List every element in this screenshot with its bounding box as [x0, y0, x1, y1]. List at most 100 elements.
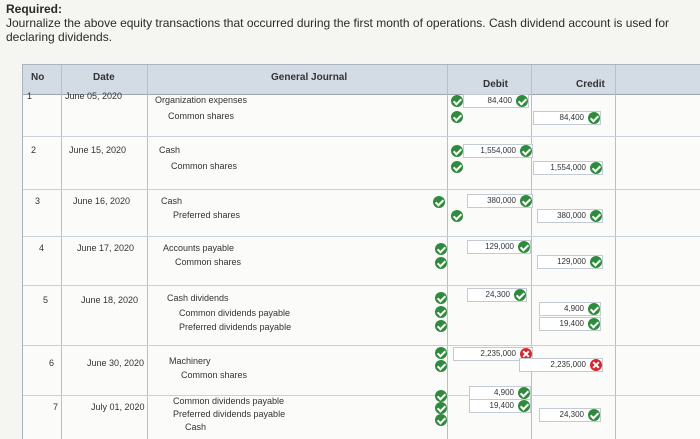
required-heading: Required: — [6, 2, 63, 16]
column-divider — [61, 65, 62, 439]
check-icon — [435, 292, 447, 304]
check-icon — [514, 289, 526, 301]
account-line[interactable]: Accounts payable — [163, 243, 235, 253]
debit-field[interactable]: 84,400 — [463, 94, 529, 108]
row-number: 4 — [39, 243, 45, 253]
account-line[interactable]: Common dividends payable — [179, 308, 291, 318]
account-line[interactable]: Common shares — [175, 257, 242, 267]
check-icon — [516, 95, 528, 107]
check-icon — [435, 320, 447, 332]
credit-field[interactable]: 380,000 — [537, 209, 603, 223]
column-divider — [147, 65, 148, 439]
journal-row-5: 5 June 18, 2020 Cash dividends Common di… — [23, 286, 700, 346]
account-line[interactable]: Organization expenses — [155, 95, 248, 105]
debit-field[interactable]: 2,235,000 — [453, 347, 533, 361]
credit-field[interactable]: 24,300 — [539, 408, 601, 422]
check-icon — [435, 360, 447, 372]
credit-field[interactable]: 4,900 — [539, 302, 601, 316]
row-date: June 18, 2020 — [81, 295, 139, 305]
credit-field[interactable]: 2,235,000 — [519, 358, 603, 372]
check-icon — [520, 145, 532, 157]
check-icon — [518, 400, 530, 412]
credit-field[interactable]: 19,400 — [539, 317, 601, 331]
account-line[interactable]: Preferred dividends payable — [179, 322, 292, 332]
journal-row-2: 2 June 15, 2020 Cash Common shares 1,554… — [23, 137, 700, 190]
check-icon — [518, 387, 530, 399]
column-divider — [531, 65, 532, 439]
check-icon — [435, 347, 447, 359]
debit-field[interactable]: 19,400 — [469, 399, 531, 413]
journal-row-6: 6 June 30, 2020 Machinery Common shares … — [23, 346, 700, 396]
check-icon — [520, 195, 532, 207]
debit-field[interactable]: 4,900 — [469, 386, 531, 400]
check-icon — [590, 162, 602, 174]
check-icon — [451, 145, 463, 157]
account-line[interactable]: Cash dividends — [167, 293, 229, 303]
column-divider — [615, 65, 616, 439]
row-date: June 16, 2020 — [73, 196, 131, 206]
account-line[interactable]: Common dividends payable — [173, 396, 285, 406]
journal-row-1: 1 June 05, 2020 Organization expenses Co… — [23, 85, 700, 137]
check-icon — [433, 196, 445, 208]
check-icon — [588, 112, 600, 124]
header-general-journal: General Journal — [271, 72, 348, 83]
row-date: July 01, 2020 — [91, 402, 145, 412]
check-icon — [518, 241, 530, 253]
row-date: June 17, 2020 — [77, 243, 135, 253]
check-icon — [435, 414, 447, 426]
check-icon — [451, 161, 463, 173]
row-number: 7 — [53, 402, 59, 412]
account-line[interactable]: Preferred shares — [173, 210, 241, 220]
general-journal-table: No Date General Journal Debit Credit 1 J… — [22, 64, 700, 439]
check-icon — [435, 402, 447, 414]
debit-field[interactable]: 1,554,000 — [463, 144, 533, 158]
row-number: 6 — [49, 358, 55, 368]
check-icon — [588, 303, 600, 315]
account-line[interactable]: Cash — [159, 145, 181, 155]
credit-field[interactable]: 1,554,000 — [533, 161, 603, 175]
row-date: June 05, 2020 — [65, 91, 123, 101]
row-number: 5 — [43, 295, 49, 305]
debit-field[interactable]: 129,000 — [467, 240, 531, 254]
account-line[interactable]: Common shares — [168, 111, 235, 121]
credit-field[interactable]: 129,000 — [537, 255, 603, 269]
check-icon — [590, 256, 602, 268]
check-icon — [590, 210, 602, 222]
journal-row-3: 3 June 16, 2020 Cash Preferred shares 38… — [23, 190, 700, 237]
account-line[interactable]: Cash — [185, 422, 207, 432]
account-line[interactable]: Cash — [161, 196, 183, 206]
required-instruction: Journalize the above equity transactions… — [6, 16, 670, 44]
account-line[interactable]: Common shares — [171, 161, 238, 171]
journal-row-7: 7 July 01, 2020 Common dividends payable… — [23, 386, 700, 439]
check-icon — [435, 390, 447, 402]
check-icon — [451, 95, 463, 107]
header-debit: Debit — [483, 79, 508, 90]
credit-field[interactable]: 84,400 — [533, 111, 601, 125]
account-line[interactable]: Machinery — [169, 356, 211, 366]
check-icon — [451, 111, 463, 123]
header-no: No — [31, 72, 45, 83]
debit-field[interactable]: 380,000 — [467, 194, 533, 208]
check-icon — [435, 257, 447, 269]
x-error-icon — [590, 359, 602, 371]
row-date: June 15, 2020 — [69, 145, 127, 155]
check-icon — [451, 210, 463, 222]
column-divider — [447, 65, 448, 439]
row-date: June 30, 2020 — [87, 358, 145, 368]
row-number: 1 — [27, 91, 33, 101]
x-error-icon — [520, 348, 532, 360]
header-credit: Credit — [576, 79, 605, 90]
table-header: No Date General Journal Debit Credit — [23, 65, 700, 95]
check-icon — [588, 409, 600, 421]
check-icon — [435, 243, 447, 255]
row-number: 3 — [35, 196, 41, 206]
account-line[interactable]: Common shares — [181, 370, 248, 380]
journal-row-4: 4 June 17, 2020 Accounts payable Common … — [23, 237, 700, 286]
check-icon — [435, 306, 447, 318]
row-number: 2 — [31, 145, 37, 155]
account-line[interactable]: Preferred dividends payable — [173, 409, 286, 419]
check-icon — [588, 318, 600, 330]
header-date: Date — [93, 72, 115, 83]
required-section: Required: Journalize the above equity tr… — [6, 2, 696, 44]
debit-field[interactable]: 24,300 — [467, 288, 527, 302]
